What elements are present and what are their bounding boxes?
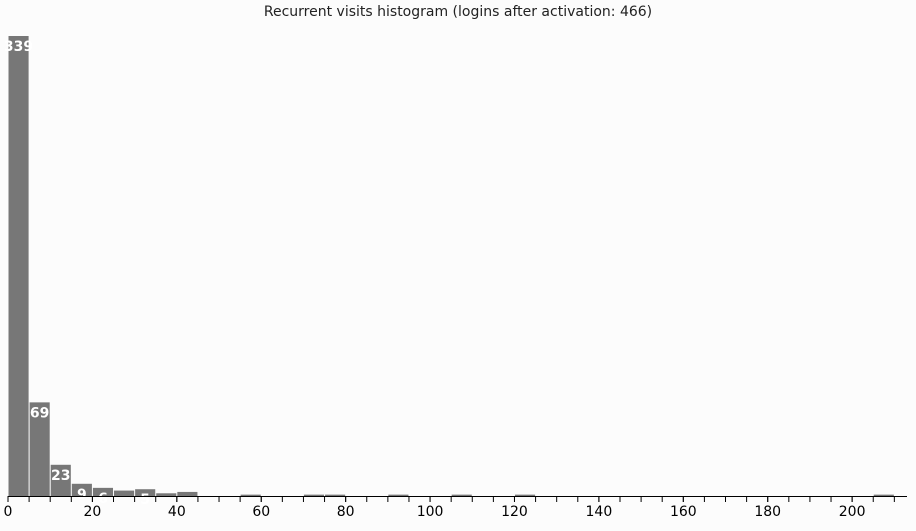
bar-4	[92, 487, 114, 496]
bar-6	[135, 489, 156, 496]
bar-10	[303, 494, 325, 496]
bar-2	[50, 464, 71, 496]
x-tick-label: 140	[586, 504, 613, 520]
bar-11	[325, 494, 346, 496]
x-tick-label: 180	[754, 504, 781, 520]
bar-label-2: 23	[51, 468, 70, 484]
x-tick-label: 160	[670, 504, 697, 520]
bar-5	[114, 490, 135, 496]
bar-12	[388, 494, 409, 496]
bar-8	[177, 491, 198, 496]
x-tick-label: 100	[417, 504, 444, 520]
bars-group	[8, 36, 894, 496]
bar-label-0: 339	[4, 39, 33, 55]
x-tick-label: 0	[4, 504, 13, 520]
x-tick-label: 40	[168, 504, 186, 520]
bar-label-1: 69	[30, 405, 49, 421]
x-tick-label: 200	[839, 504, 866, 520]
chart-title: Recurrent visits histogram (logins after…	[263, 4, 653, 20]
bar-0	[8, 36, 29, 496]
bar-1	[29, 402, 50, 496]
bar-15	[873, 494, 894, 496]
bar-3	[71, 483, 92, 496]
bar-13	[451, 494, 472, 496]
bar-label-6: 5	[140, 492, 150, 508]
x-tick-label: 120	[501, 504, 528, 520]
x-tick-label: 20	[83, 504, 101, 520]
bar-9	[240, 494, 261, 496]
bar-label-3: 9	[77, 487, 87, 503]
x-axis: 0 20 40 60 80 100 120 140 160 180 200	[4, 496, 907, 520]
bar-label-4: 6	[98, 491, 108, 507]
bar-labels-group: 339 69 23 9 6 5	[4, 39, 150, 508]
bar-7	[156, 493, 177, 496]
x-tick-label: 80	[337, 504, 355, 520]
bar-14	[514, 494, 536, 496]
x-tick-label: 60	[252, 504, 270, 520]
